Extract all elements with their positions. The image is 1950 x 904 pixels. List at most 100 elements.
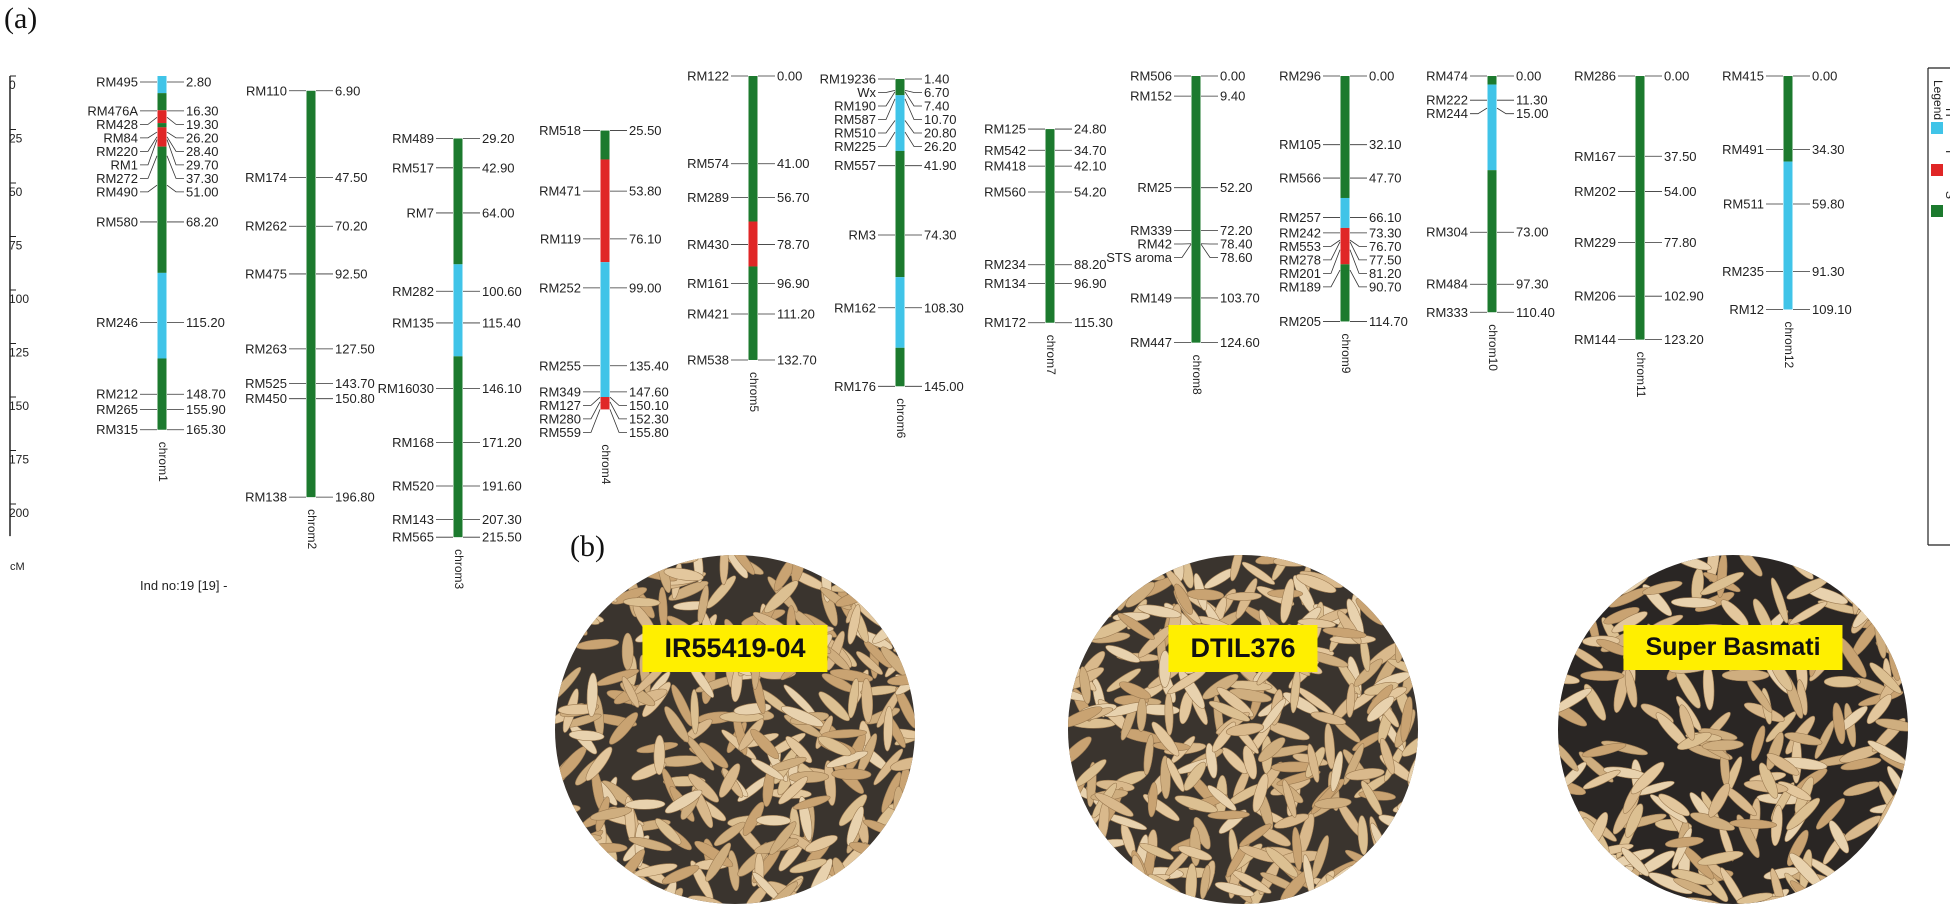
marker-name: RM491 [1722,142,1764,157]
marker-name: RM190 [834,98,876,113]
chromosome-name: chrom5 [747,372,761,412]
chromosome-name: chrom9 [1339,333,1353,373]
marker-name: RM1 [111,157,138,172]
marker-position: 26.20 [186,130,219,145]
marker-position: 24.80 [1074,122,1107,137]
marker-position: 78.60 [1220,250,1253,265]
axis-tick-label: 175 [9,453,29,467]
marker-leader-right [1349,269,1367,288]
marker-position: 124.60 [1220,335,1260,350]
chromosome-segment [1340,197,1350,228]
chromosome-segment [1487,170,1497,313]
marker-position: 54.20 [1074,184,1107,199]
marker-position: 66.10 [1369,210,1402,225]
marker-position: 2.80 [186,74,211,89]
marker-name: RM430 [687,237,729,252]
marker-position: 34.30 [1812,142,1845,157]
marker-leader-left [1323,249,1341,274]
marker-name: RM234 [984,257,1026,272]
marker-leader-right [609,396,627,406]
marker-leader-right [904,98,922,120]
chromosome-segment [157,127,167,147]
rice-grains-image [1558,555,1908,904]
chromosome-segment [453,356,463,538]
marker-name: RM246 [96,315,138,330]
chromosome-segment [895,277,905,348]
marker-name: RM506 [1130,69,1172,84]
chromosome-segment [748,266,758,360]
marker-name: RM315 [96,422,138,437]
marker-name: RM272 [96,171,138,186]
marker-name: RM134 [984,276,1026,291]
chromosome-segment [895,78,905,96]
chromosome-name: chrom10 [1486,324,1500,371]
marker-position: 72.20 [1220,223,1253,238]
marker-position: 6.70 [924,85,949,100]
marker-position: 34.70 [1074,143,1107,158]
marker-position: 81.20 [1369,266,1402,281]
marker-position: 9.40 [1220,89,1245,104]
marker-leader-left [140,139,158,166]
marker-position: 96.90 [1074,276,1107,291]
marker-leader-right [904,91,922,107]
marker-position: 28.40 [186,144,219,159]
variety-label-super-basmati: Super Basmati [1623,625,1843,670]
marker-position: 0.00 [777,69,802,84]
marker-name: RM172 [984,315,1026,330]
chromosome-segment [895,150,905,278]
marker-leader-left [1323,241,1341,261]
marker-position: 51.00 [186,184,219,199]
marker-leader-left [583,409,601,433]
marker-name: RM176 [834,379,876,394]
marker-position: 0.00 [1220,69,1245,84]
marker-name: RM520 [392,479,434,494]
marker-name: RM229 [1574,235,1616,250]
variety-label-ir55419-04: IR55419-04 [642,625,828,672]
marker-name: RM161 [687,276,729,291]
marker-name: RM490 [96,184,138,199]
axis-tick-label: 50 [9,185,23,199]
marker-name: RM560 [984,184,1026,199]
marker-name: RM189 [1279,279,1321,294]
marker-position: 115.30 [1074,315,1113,330]
marker-name: RM138 [245,490,287,505]
marker-name: RM428 [96,117,138,132]
marker-position: 191.60 [482,479,522,494]
marker-name: RM525 [245,376,287,391]
chromosome-segment [1340,227,1350,265]
marker-position: 215.50 [482,530,522,545]
marker-leader-right [1496,107,1514,115]
marker-leader-right [904,120,922,134]
panel-a-label: (a) [4,2,38,35]
marker-position: 143.70 [335,376,375,391]
marker-name: RM174 [245,170,287,185]
chromosome-segment [1045,129,1055,323]
marker-name: RM282 [392,284,434,299]
marker-position: 37.50 [1664,149,1697,164]
marker-name: RM225 [834,139,876,154]
marker-position: 78.40 [1220,237,1253,252]
marker-position: 26.20 [924,139,957,154]
panel-b-label: (b) [570,530,605,563]
marker-position: 171.20 [482,435,522,450]
chromosome-segment [895,95,905,151]
marker-leader-left [878,131,896,147]
marker-leader-right [166,116,184,125]
marker-leader-right [166,184,184,193]
chromosome-name: chrom8 [1190,355,1204,395]
marker-position: 100.60 [482,284,522,299]
marker-position: 53.80 [629,184,662,199]
chromosome-map: 0 25 50 75 100 125 150 175 200 RM495 2.80 RM476A 16.… [9,67,1950,590]
grain-photo-ir55419-04: IR55419-04 [555,555,915,904]
marker-position: 165.30 [186,422,226,437]
marker-leader-left [140,155,158,179]
marker-leader-right [1349,241,1367,261]
marker-position: 155.90 [186,402,226,417]
marker-leader-right [1200,243,1218,258]
marker-name: RM220 [96,144,138,159]
marker-leader-right [904,131,922,147]
marker-name: RM201 [1279,266,1321,281]
marker-leader-left [140,116,158,125]
marker-position: 10.70 [924,112,957,127]
marker-position: 127.50 [335,341,375,356]
